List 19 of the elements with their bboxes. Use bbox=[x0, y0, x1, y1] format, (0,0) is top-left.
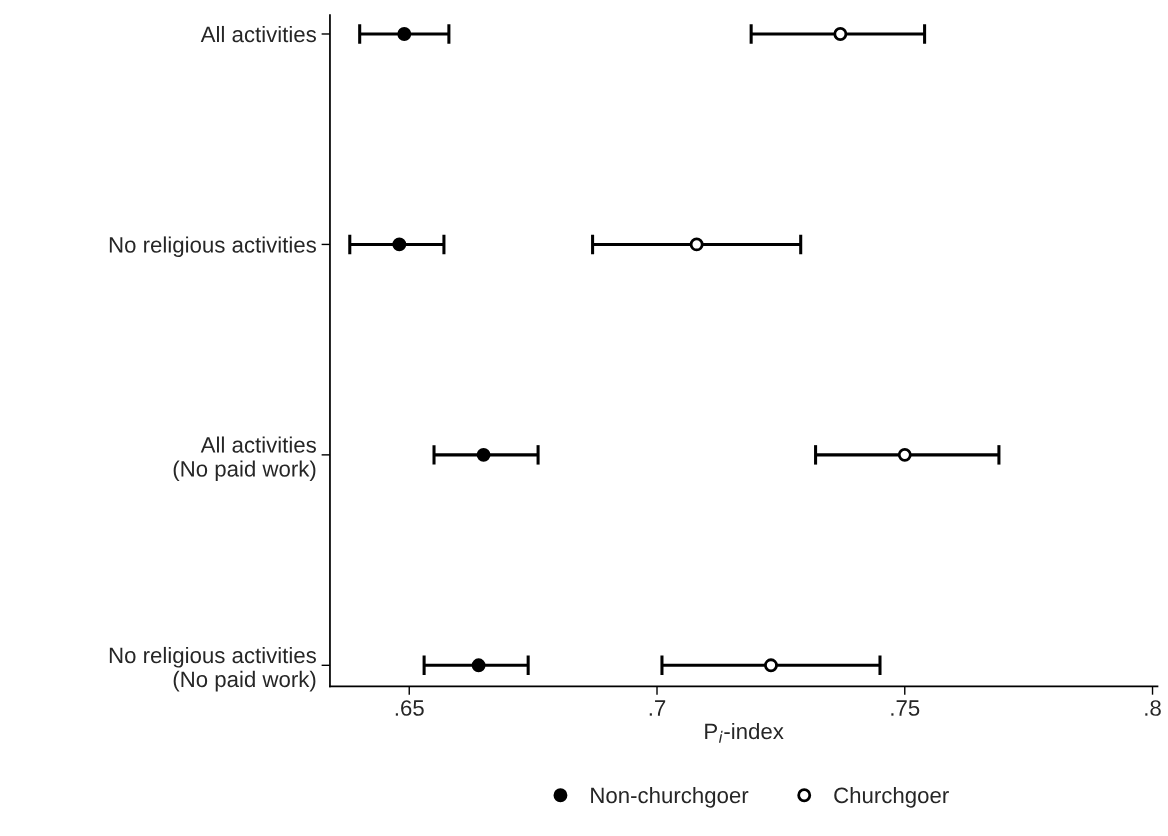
point bbox=[764, 658, 778, 673]
y-tick-label: No religious activities bbox=[109, 236, 316, 258]
y-tick-label: All activities bbox=[200, 25, 316, 43]
x-axis-title: P$_{i}$-index bbox=[705, 722, 784, 743]
x-tick-label: .8 bbox=[1145, 700, 1161, 716]
legend-label: Non-churchgoer bbox=[591, 786, 749, 808]
x-tick-label: .75 bbox=[891, 700, 920, 716]
point bbox=[392, 237, 407, 252]
point bbox=[689, 237, 704, 252]
legend-label: Churchgoer bbox=[834, 786, 949, 808]
x-tick-label: .7 bbox=[649, 700, 666, 716]
point bbox=[471, 658, 486, 673]
y-tick-label: No religious activities (No paid work) bbox=[109, 646, 316, 692]
point bbox=[476, 447, 491, 462]
x-tick-label: .65 bbox=[395, 700, 424, 716]
y-tick-label: All activities (No paid work) bbox=[173, 436, 316, 482]
point bbox=[397, 27, 412, 41]
point bbox=[833, 27, 848, 41]
point bbox=[897, 447, 912, 462]
